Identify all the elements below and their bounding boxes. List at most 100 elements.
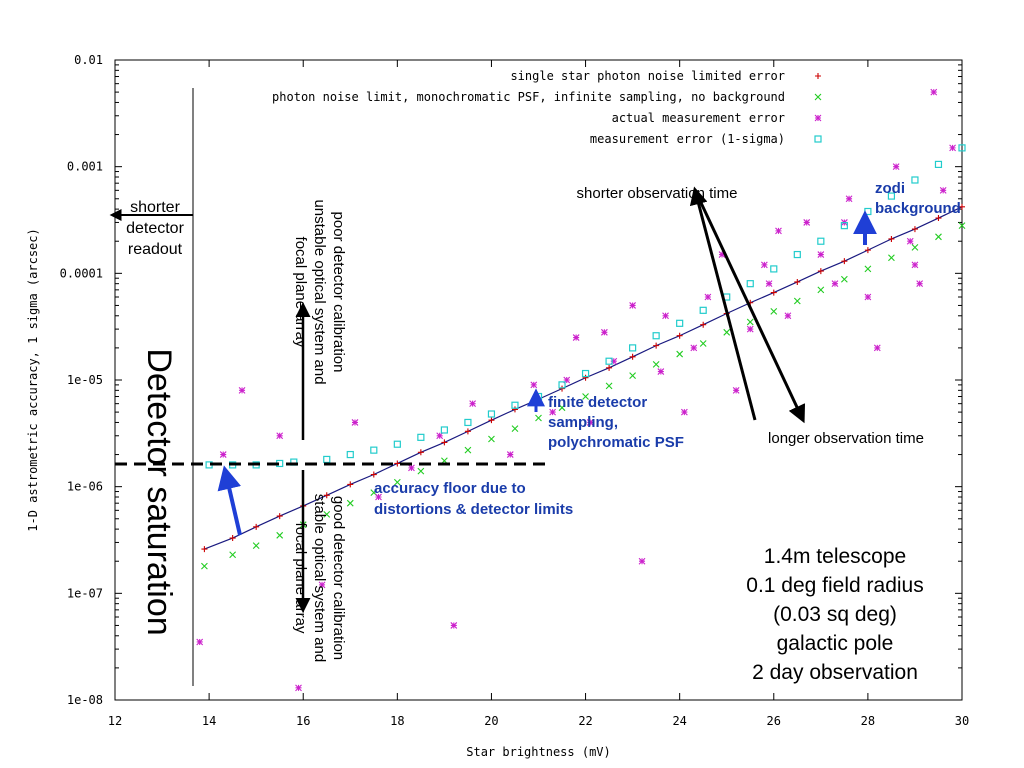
data-point-star — [436, 432, 444, 440]
data-point-cross — [229, 551, 237, 559]
data-point-plus — [276, 513, 283, 520]
data-point-square — [581, 369, 590, 378]
data-point-cross — [535, 414, 542, 422]
y-tick-label: 1e-06 — [67, 480, 103, 494]
telescope-info-label: 1.4m telescope 0.1 deg field radius (0.03 … — [746, 545, 923, 684]
data-point-plus — [959, 203, 965, 210]
y-tick-label: 0.001 — [67, 160, 103, 174]
data-point-star — [586, 419, 594, 426]
data-point-cross — [417, 467, 425, 475]
data-point-star — [760, 261, 768, 269]
annotation-layer: shorter detector readout Detector saturatio… — [109, 88, 961, 686]
y-tick-label: 0.0001 — [60, 266, 103, 280]
good-calibration-label: good detector calibrationstable optical … — [292, 494, 347, 662]
data-point-star — [549, 408, 557, 416]
data-point-plus — [629, 353, 636, 360]
data-point-cross — [770, 307, 778, 315]
data-point-plus — [323, 492, 330, 499]
x-tick-label: 18 — [390, 714, 404, 728]
legend-label: actual measurement error — [612, 111, 785, 125]
data-point-star — [930, 88, 938, 96]
data-point-star — [939, 186, 947, 194]
x-tick-label: 22 — [578, 714, 592, 728]
data-point-plus — [817, 268, 824, 275]
telescope-info-label-line: 1.4m telescope — [764, 545, 906, 568]
data-point-star — [610, 357, 618, 365]
data-point-star — [704, 293, 712, 301]
data-point-square — [464, 418, 472, 427]
data-point-star — [662, 312, 669, 320]
data-point-cross — [276, 531, 284, 539]
data-point-star — [196, 638, 204, 646]
zodi-background-label-line: zodi — [875, 180, 905, 197]
data-point-star — [318, 581, 326, 589]
data-point-star — [949, 144, 956, 152]
data-point-star — [916, 280, 924, 288]
data-point-star — [732, 386, 740, 394]
data-point-star — [680, 408, 688, 416]
telescope-info-label-line: 2 day observation — [752, 661, 918, 684]
finite-sampling-label-line: sampling, — [548, 414, 618, 431]
accuracy-floor-label-line: accuracy floor due to — [374, 480, 526, 497]
data-point-cross — [201, 562, 208, 570]
data-point-cross — [346, 499, 354, 507]
y-axis-label: 1-D astrometric accuracy, 1 sigma (arcse… — [26, 228, 40, 531]
data-point-square — [958, 144, 966, 152]
data-point-cross — [393, 478, 401, 486]
data-point-plus — [582, 374, 589, 381]
data-point-square — [393, 440, 401, 448]
y-tick-label: 1e-08 — [67, 693, 103, 707]
data-point-cross — [252, 542, 260, 550]
series-3 — [196, 88, 956, 692]
shorter-readout-label-line: readout — [128, 241, 183, 258]
data-point-square — [652, 332, 660, 340]
data-point-cross — [911, 244, 919, 251]
x-tick-label: 26 — [767, 714, 781, 728]
data-point-cross — [699, 340, 707, 347]
data-point-star — [469, 400, 477, 408]
data-point-star — [638, 557, 646, 565]
data-point-star — [375, 493, 382, 501]
data-point-star — [276, 432, 284, 440]
data-point-square — [346, 450, 354, 459]
data-point-star — [775, 227, 782, 235]
data-point-star — [906, 237, 914, 245]
data-point-plus — [559, 385, 566, 392]
telescope-info-label-line: 0.1 deg field radius — [746, 574, 923, 597]
data-point-plus — [464, 428, 471, 435]
zodi-background-label-line: background — [875, 200, 961, 217]
data-point-square — [864, 207, 872, 216]
data-point-star — [295, 684, 302, 692]
x-tick-label: 12 — [108, 714, 122, 728]
x-tick-label: 28 — [861, 714, 875, 728]
accuracy-floor-label: accuracy floor due to distortions & detec… — [374, 480, 573, 518]
data-point-square — [558, 381, 566, 389]
data-point-square — [770, 265, 778, 273]
good-calibration-label-line: focal plane array — [292, 523, 309, 634]
data-point-square — [605, 357, 613, 365]
data-point-square — [840, 222, 848, 230]
data-point-cross — [582, 393, 589, 400]
data-point-plus — [511, 406, 518, 413]
data-point-star — [892, 163, 900, 171]
data-point-star — [864, 293, 872, 301]
data-point-square — [370, 446, 378, 454]
data-point-plus — [700, 321, 707, 328]
finite-sampling-label: finite detector sampling, polychromatic PS… — [548, 394, 684, 451]
data-point-square — [746, 280, 754, 288]
saturation-shift-arrow — [217, 465, 242, 536]
shorter-readout-label-line: detector — [126, 220, 184, 237]
data-point-plus — [911, 226, 918, 233]
series-4 — [205, 144, 966, 469]
finite-sampling-label-line: finite detector — [548, 394, 647, 411]
data-point-cross — [629, 372, 636, 379]
y-tick-label: 1e-05 — [67, 373, 103, 387]
data-point-star — [690, 344, 698, 352]
good-calibration-label-line: good detector calibration — [330, 496, 347, 660]
data-point-star — [765, 280, 773, 288]
data-point-star — [530, 381, 538, 389]
data-point-cross — [676, 350, 684, 358]
data-point-star — [784, 312, 792, 320]
good-calibration-label-line: stable optical system and — [311, 494, 328, 662]
data-point-plus — [815, 73, 821, 79]
